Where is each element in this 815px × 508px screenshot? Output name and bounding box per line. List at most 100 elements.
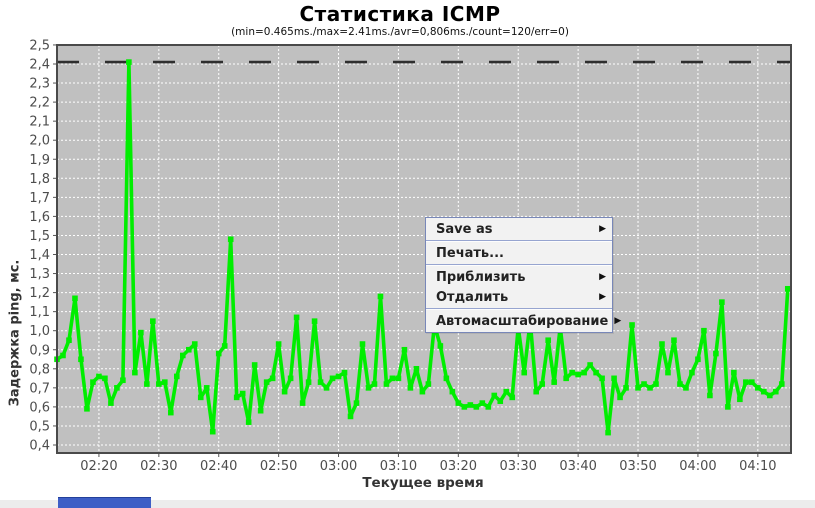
y-tick-label: 2,4	[29, 58, 50, 73]
ping-series-point	[120, 377, 126, 384]
ping-series-point	[641, 381, 647, 387]
ping-series-point	[383, 381, 390, 387]
ping-series-point	[749, 379, 755, 385]
ping-series-point	[593, 369, 599, 376]
ping-series-point	[545, 337, 551, 344]
ping-series-point	[90, 379, 96, 385]
ping-series-point	[731, 369, 737, 376]
ping-series-point	[635, 385, 641, 391]
menu-item-0[interactable]: Save as ▶	[426, 219, 612, 239]
ping-series-point	[191, 341, 198, 347]
y-tick-label: 1,7	[29, 191, 50, 206]
bottom-strip	[0, 500, 815, 508]
ping-series-point	[389, 375, 396, 382]
menu-item-2[interactable]: Печать...	[426, 243, 612, 263]
ping-series-point	[725, 404, 731, 410]
y-tick-label: 0,5	[29, 419, 50, 434]
y-tick-label: 0,7	[29, 381, 50, 396]
menu-item-label: Приблизить	[436, 270, 526, 285]
ping-series-point	[659, 341, 665, 347]
x-tick-label: 02:20	[80, 459, 117, 474]
ping-series-point	[401, 346, 408, 353]
ping-series-point	[551, 379, 557, 385]
ping-series-point	[509, 394, 516, 401]
context-menu: Save as ▶ Печать... Приблизить ▶ Отдалить ▶ Авт…	[425, 217, 621, 333]
taskbar-window-fragment[interactable]	[58, 497, 151, 508]
ping-series-point	[395, 375, 402, 382]
ping-series-point	[713, 350, 719, 357]
ping-series-point	[778, 381, 785, 387]
ping-series-point	[443, 375, 450, 382]
ping-series-point	[227, 236, 234, 243]
ping-series-point	[563, 375, 569, 382]
ping-series-point	[347, 413, 354, 420]
ping-series-point	[701, 327, 707, 334]
y-tick-label: 2,2	[29, 96, 50, 111]
x-tick-label: 02:40	[200, 459, 237, 474]
ping-series-point	[653, 381, 659, 387]
y-tick-label: 1,9	[29, 153, 50, 168]
ping-series-point	[197, 394, 204, 401]
ping-series-point	[132, 369, 138, 376]
ping-series-point	[773, 388, 779, 395]
ping-series-point	[407, 385, 414, 391]
y-tick-label: 2,5	[29, 38, 50, 53]
x-tick-label: 03:20	[440, 459, 477, 474]
menu-separator	[426, 264, 612, 266]
ping-series-point	[329, 375, 336, 382]
ping-series-point	[251, 362, 258, 368]
ping-series-point	[479, 400, 486, 406]
chart-title: Статистика ICMP	[299, 2, 501, 26]
menu-item-label: Печать...	[436, 246, 504, 261]
ping-series-point	[784, 285, 791, 292]
ping-series-point	[671, 337, 677, 344]
ping-series-point	[359, 341, 366, 347]
ping-series-point	[617, 394, 623, 401]
y-tick-label: 2,0	[29, 134, 50, 149]
ping-series-point	[209, 428, 216, 435]
ping-series-point	[455, 400, 462, 406]
submenu-arrow-icon: ▶	[599, 224, 606, 234]
ping-series-point	[719, 299, 725, 305]
ping-series-point	[377, 293, 384, 300]
submenu-arrow-icon: ▶	[599, 272, 606, 282]
ping-series-point	[341, 369, 348, 376]
menu-item-5[interactable]: Отдалить ▶	[426, 287, 612, 307]
ping-series-point	[707, 392, 713, 399]
y-tick-label: 1,1	[29, 305, 50, 320]
y-tick-label: 0,6	[29, 400, 50, 415]
ping-series-point	[323, 385, 330, 391]
x-tick-label: 03:40	[559, 459, 596, 474]
y-tick-label: 1,6	[29, 210, 50, 225]
ping-series-point	[677, 381, 683, 387]
ping-series-point	[497, 398, 504, 404]
ping-series-point	[629, 322, 635, 328]
ping-series-point	[743, 379, 749, 385]
menu-item-7[interactable]: Автомасштабирование ▶	[426, 311, 621, 331]
ping-series-point	[60, 352, 66, 359]
x-axis-title: Текущее время	[362, 475, 484, 491]
menu-item-4[interactable]: Приблизить ▶	[426, 267, 612, 287]
ping-series-point	[467, 402, 474, 408]
plot-area[interactable]	[57, 45, 791, 453]
ping-series-point	[281, 388, 288, 395]
ping-series-point	[761, 388, 767, 395]
y-tick-label: 0,8	[29, 362, 50, 377]
ping-series-point	[299, 400, 306, 406]
ping-series-point	[78, 356, 84, 363]
ping-series-point	[767, 392, 773, 399]
ping-series-point	[599, 375, 605, 382]
ping-series-point	[413, 366, 420, 372]
x-tick-label: 04:10	[739, 459, 776, 474]
ping-series-point	[162, 379, 168, 385]
submenu-arrow-icon: ▶	[599, 292, 606, 302]
ping-series-point	[521, 369, 528, 376]
ping-series-point	[150, 318, 156, 324]
plot-border	[56, 44, 792, 454]
ping-series-point	[449, 388, 456, 395]
ping-series-point	[737, 396, 743, 403]
y-tick-label: 1,8	[29, 172, 50, 187]
ping-series-point	[683, 385, 689, 391]
